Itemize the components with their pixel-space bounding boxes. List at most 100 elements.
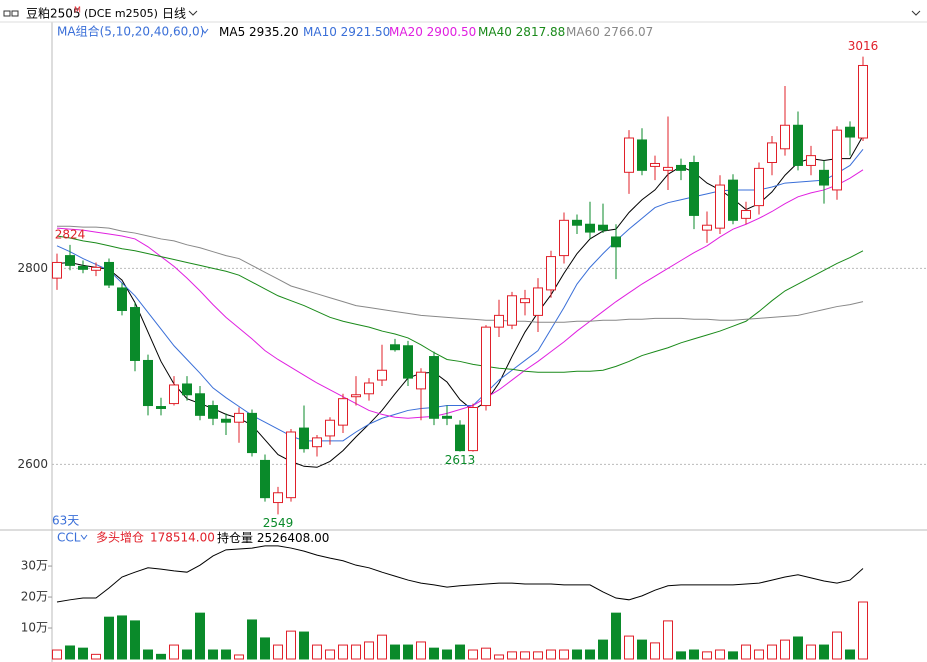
period[interactable]: 日线 [162, 7, 186, 21]
candle-body [377, 369, 387, 381]
volume-bar [221, 649, 231, 660]
volume-bar [611, 612, 621, 660]
volume-bar [78, 647, 88, 660]
volume-bar [767, 644, 777, 660]
candle-body [234, 412, 244, 423]
badge: M [74, 6, 81, 15]
volume-bar [507, 651, 517, 660]
symbol[interactable]: 豆粕2505 [26, 6, 81, 21]
volume-bar [793, 636, 803, 660]
volume-bar [91, 653, 101, 660]
volume-bar [598, 639, 608, 660]
ma-arrow[interactable] [201, 28, 209, 34]
candle-body [455, 424, 465, 452]
legend-name: MA5 [219, 25, 245, 39]
note: 多头增仓 [96, 531, 144, 545]
candle-body [546, 256, 556, 291]
candle-body [793, 124, 803, 166]
candle-body [65, 255, 75, 266]
candle-body [195, 393, 205, 416]
candle-body [403, 345, 413, 379]
volume-bar [156, 653, 166, 660]
candle-body [754, 167, 764, 207]
volume-bar [715, 649, 725, 660]
indicator[interactable]: CCL [57, 531, 81, 545]
volume-bar [247, 619, 257, 660]
indicator-arrow[interactable] [80, 534, 88, 540]
legend-entry: MA40 2817.88 [478, 25, 565, 39]
volume-bar [650, 642, 660, 660]
volume-bar [325, 649, 335, 660]
candle-body [312, 437, 322, 448]
ma-line [56, 169, 864, 419]
legend-name: MA40 [478, 25, 512, 39]
volume-bar [104, 616, 114, 660]
volume-bar [429, 647, 439, 660]
candle-body [520, 298, 530, 304]
volume-bar [806, 644, 816, 660]
volume-bar [416, 641, 426, 660]
volume-bar [338, 644, 348, 660]
volume-bar [286, 630, 296, 660]
ma-group[interactable]: MA组合(5,10,20,40,60,0) [57, 24, 204, 39]
candle-body [611, 236, 621, 248]
candle-body [767, 142, 777, 163]
candle-body [390, 344, 400, 351]
candle-body [78, 265, 88, 270]
candle-body [533, 287, 543, 316]
oi-legend: 持仓量 2526408.00 [217, 530, 329, 545]
candle-body [819, 169, 829, 186]
legend-value: 2935.20 [249, 25, 299, 39]
candle-body [689, 162, 699, 216]
candle-body [299, 427, 309, 450]
y-tick-label: 2600 [17, 457, 48, 471]
candle-body [598, 224, 608, 231]
volume-bar [52, 649, 62, 660]
candle-body [104, 261, 114, 286]
period-label: 63天 [52, 514, 79, 528]
app-icon[interactable] [3, 10, 19, 17]
candle-body [494, 314, 504, 328]
y-tick-label: 30万 [21, 559, 48, 573]
y-tick-label: 20万 [21, 590, 48, 604]
volume-bar [546, 649, 556, 660]
volume-bar [208, 649, 218, 660]
candle-body [325, 419, 335, 437]
ma-line [57, 225, 864, 323]
volume-bar [585, 649, 595, 660]
menu-arrow[interactable] [911, 10, 921, 16]
volume-bar [403, 644, 413, 660]
volume-bar [195, 612, 205, 660]
candle-body [832, 129, 842, 191]
volume-bar [143, 649, 153, 660]
candle-body [585, 223, 595, 233]
note-value: 178514.00 [150, 531, 215, 545]
candle-body [728, 179, 738, 221]
volume-bar [351, 644, 361, 660]
legend-value: 2766.07 [604, 25, 654, 39]
dropdown-arrow[interactable] [188, 10, 198, 16]
legend-value: 2921.50 [341, 25, 391, 39]
volume-bar [364, 641, 374, 660]
ma-line [56, 235, 864, 373]
exchange: (DCE m2505) [84, 7, 158, 20]
volume-bar [169, 644, 179, 660]
volume-bar [702, 651, 712, 660]
volume-bar [312, 644, 322, 660]
volume-bar [455, 644, 465, 660]
candle-body [676, 164, 686, 171]
legend-name: MA10 [303, 25, 337, 39]
volume-bar [65, 645, 75, 660]
candle-body [429, 356, 439, 419]
candle-body [208, 405, 218, 419]
candle-body [273, 492, 283, 504]
legend-value: 2817.88 [516, 25, 566, 39]
volume-bar [130, 620, 140, 660]
volume-bar [559, 649, 569, 660]
volume-bar [390, 644, 400, 660]
candle-body [624, 137, 634, 173]
volume-bar [780, 639, 790, 660]
volume-bar [689, 649, 699, 660]
candle-body [715, 184, 725, 229]
